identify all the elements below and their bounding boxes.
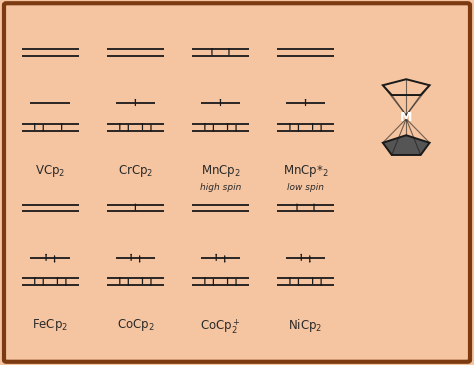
- Text: NiCp$_2$: NiCp$_2$: [288, 317, 323, 334]
- Text: MnCp*$_2$: MnCp*$_2$: [283, 162, 328, 178]
- Text: FeCp$_2$: FeCp$_2$: [32, 317, 68, 333]
- Polygon shape: [383, 135, 429, 155]
- Text: CoCp$_2^+$: CoCp$_2^+$: [200, 317, 241, 336]
- Text: CrCp$_2$: CrCp$_2$: [118, 162, 153, 178]
- Text: CoCp$_2$: CoCp$_2$: [117, 317, 154, 333]
- Text: low spin: low spin: [287, 182, 324, 192]
- Text: VCp$_2$: VCp$_2$: [35, 162, 65, 178]
- Text: M: M: [400, 111, 412, 123]
- FancyBboxPatch shape: [4, 3, 470, 362]
- Text: MnCp$_2$: MnCp$_2$: [201, 162, 240, 178]
- Text: high spin: high spin: [200, 182, 241, 192]
